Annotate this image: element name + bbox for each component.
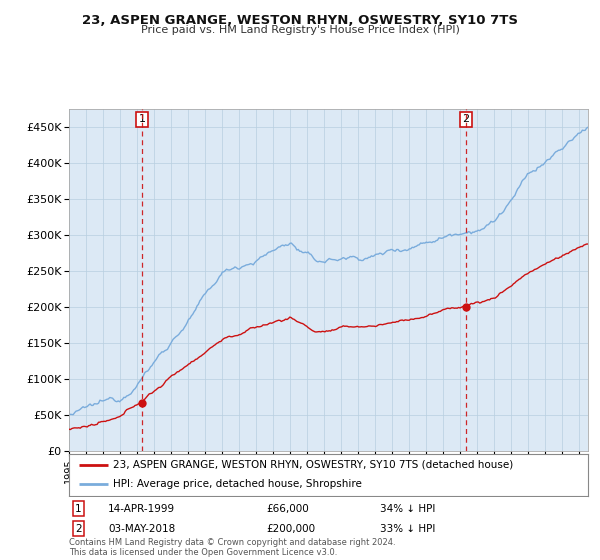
Text: 23, ASPEN GRANGE, WESTON RHYN, OSWESTRY, SY10 7TS: 23, ASPEN GRANGE, WESTON RHYN, OSWESTRY,… bbox=[82, 14, 518, 27]
Text: 33% ↓ HPI: 33% ↓ HPI bbox=[380, 524, 436, 534]
Text: Price paid vs. HM Land Registry's House Price Index (HPI): Price paid vs. HM Land Registry's House … bbox=[140, 25, 460, 35]
Text: 1: 1 bbox=[139, 114, 145, 124]
Text: 23, ASPEN GRANGE, WESTON RHYN, OSWESTRY, SY10 7TS (detached house): 23, ASPEN GRANGE, WESTON RHYN, OSWESTRY,… bbox=[113, 460, 514, 470]
Text: Contains HM Land Registry data © Crown copyright and database right 2024.
This d: Contains HM Land Registry data © Crown c… bbox=[69, 538, 395, 557]
Text: HPI: Average price, detached house, Shropshire: HPI: Average price, detached house, Shro… bbox=[113, 479, 362, 489]
Text: 14-APR-1999: 14-APR-1999 bbox=[108, 503, 175, 514]
Text: 2: 2 bbox=[75, 524, 82, 534]
Text: 2: 2 bbox=[463, 114, 470, 124]
Text: 03-MAY-2018: 03-MAY-2018 bbox=[108, 524, 175, 534]
Text: 1: 1 bbox=[75, 503, 82, 514]
Text: £66,000: £66,000 bbox=[266, 503, 309, 514]
Text: £200,000: £200,000 bbox=[266, 524, 316, 534]
Text: 34% ↓ HPI: 34% ↓ HPI bbox=[380, 503, 436, 514]
